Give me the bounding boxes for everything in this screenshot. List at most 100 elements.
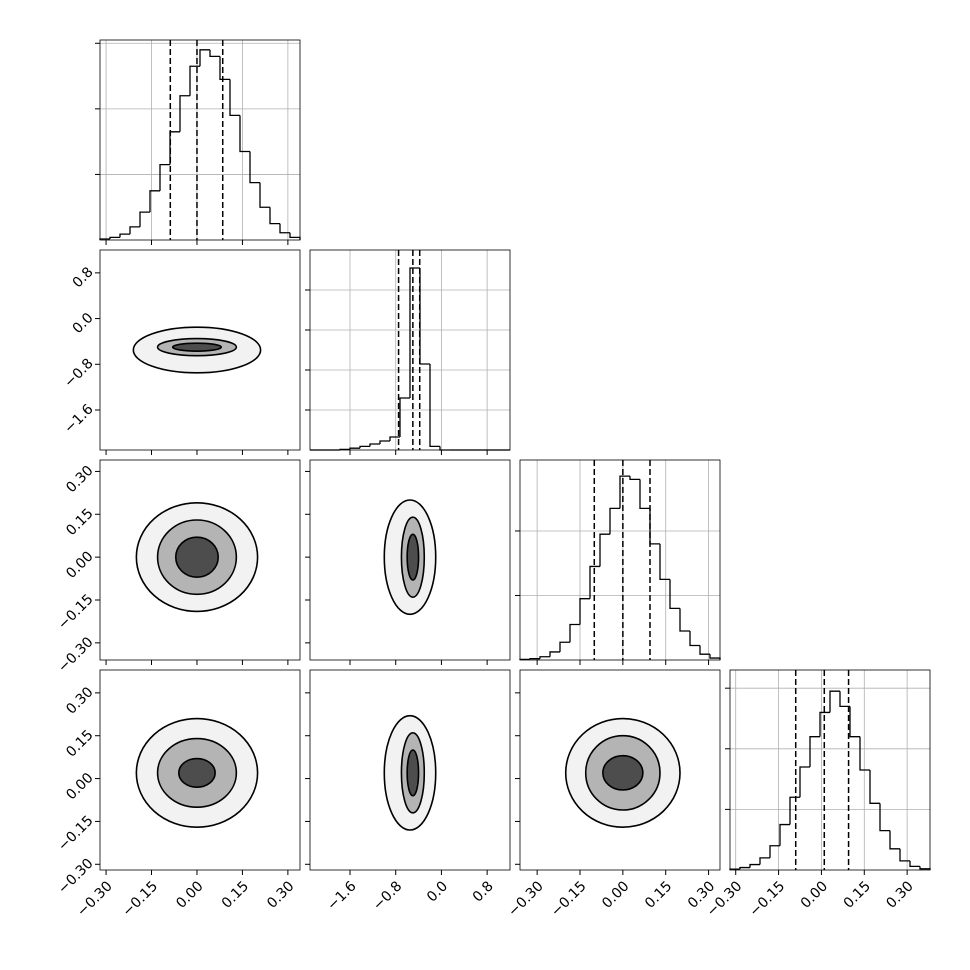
histogram-step — [179, 95, 190, 132]
histogram-step — [189, 65, 200, 96]
y-tick-label: 0.00 — [63, 770, 96, 803]
panel-frame — [519, 459, 721, 661]
y-tick-label: −0.15 — [55, 591, 97, 633]
histogram-panel — [95, 40, 301, 240]
histogram-step — [839, 691, 850, 708]
pair-panel — [383, 499, 437, 616]
histogram-step — [909, 860, 920, 868]
histogram-step — [809, 736, 820, 767]
histogram-step — [119, 233, 130, 238]
histogram-step — [359, 445, 370, 449]
x-tick-label: −0.30 — [74, 878, 116, 920]
y-tick-label: −0.30 — [55, 634, 97, 676]
x-tick-label: 0.0 — [424, 878, 451, 905]
histogram-step — [629, 476, 640, 481]
histogram-step — [399, 397, 410, 437]
histogram-step — [769, 845, 780, 858]
pair-panel — [564, 717, 681, 828]
histogram-step — [289, 232, 301, 240]
x-tick-label: −0.15 — [548, 878, 590, 920]
histogram-step — [689, 630, 700, 647]
y-tick-label: 0.15 — [63, 727, 96, 760]
histogram-panel — [305, 250, 510, 451]
y-tick-label: 0.0 — [70, 310, 97, 337]
density-contour — [602, 754, 644, 791]
histogram-step — [109, 236, 120, 240]
panel-frame — [99, 249, 301, 451]
histogram-step — [819, 711, 830, 737]
y-tick-label: 0.00 — [63, 548, 96, 581]
panel-frame — [309, 249, 511, 451]
histogram-step — [599, 533, 610, 567]
x-tick-label: 0.15 — [219, 878, 252, 911]
histogram-step — [159, 163, 170, 191]
histogram-step — [779, 823, 790, 846]
panel-frame — [99, 669, 301, 871]
histogram-step — [619, 475, 630, 509]
histogram-step — [859, 736, 870, 771]
histogram-step — [419, 268, 430, 365]
histogram-step — [669, 579, 680, 610]
histogram-step — [219, 56, 230, 80]
histogram-step — [699, 645, 710, 655]
density-contour — [177, 757, 216, 788]
histogram-step — [169, 131, 180, 165]
histogram-step — [389, 436, 400, 441]
x-tick-label: 0.15 — [841, 878, 874, 911]
histogram-step — [639, 479, 650, 510]
histogram-step — [529, 658, 540, 660]
density-contour — [171, 342, 223, 352]
histogram-step — [249, 151, 260, 184]
histogram-step — [559, 641, 570, 652]
histogram-step — [349, 447, 360, 450]
x-tick-label: 0.30 — [883, 878, 916, 911]
histogram-step — [199, 49, 210, 67]
histogram-step — [259, 182, 270, 208]
x-tick-label: 0.00 — [798, 878, 831, 911]
histogram-step — [609, 507, 620, 535]
histogram-step — [659, 543, 670, 581]
histogram-step — [539, 656, 550, 659]
histogram-step — [139, 211, 150, 227]
histogram-step — [919, 866, 931, 870]
histogram-step — [679, 608, 690, 632]
y-tick-label: 0.15 — [63, 506, 96, 539]
pair-panel — [132, 326, 262, 374]
histogram-step — [849, 706, 860, 738]
x-tick-label: −1.6 — [324, 878, 359, 913]
y-tick-label: 0.30 — [63, 684, 96, 717]
histogram-step — [569, 623, 580, 643]
histogram-panel — [515, 460, 721, 661]
histogram-step — [869, 770, 880, 804]
histogram-step — [589, 565, 600, 599]
histogram-step — [789, 796, 800, 825]
pair-panel — [135, 502, 259, 613]
histogram-step — [889, 830, 900, 850]
y-tick-label: −0.8 — [61, 356, 96, 391]
histogram-step — [429, 364, 440, 448]
density-contour — [174, 536, 219, 578]
histogram-step — [829, 690, 840, 713]
histogram-step — [749, 863, 760, 868]
x-tick-label: −0.15 — [120, 878, 162, 920]
histogram-step — [209, 49, 220, 58]
histogram-step — [739, 866, 750, 870]
histogram-step — [239, 115, 250, 153]
histogram-step — [269, 207, 280, 225]
x-tick-label: −0.8 — [370, 878, 405, 913]
histogram-step — [129, 226, 140, 235]
histogram-step — [369, 443, 380, 447]
x-tick-label: 0.8 — [470, 878, 497, 905]
histogram-step — [799, 766, 810, 798]
histogram-step — [549, 651, 560, 657]
panel-frame — [309, 459, 511, 661]
y-tick-label: −0.15 — [55, 813, 97, 855]
panel-frame — [519, 669, 721, 871]
y-tick-label: 0.8 — [70, 264, 97, 291]
x-tick-label: 0.00 — [173, 878, 206, 911]
histogram-panel — [725, 670, 931, 870]
x-tick-label: 0.15 — [642, 878, 675, 911]
pair-panel — [135, 717, 259, 828]
histogram-step — [379, 440, 390, 444]
histogram-step — [759, 857, 770, 865]
